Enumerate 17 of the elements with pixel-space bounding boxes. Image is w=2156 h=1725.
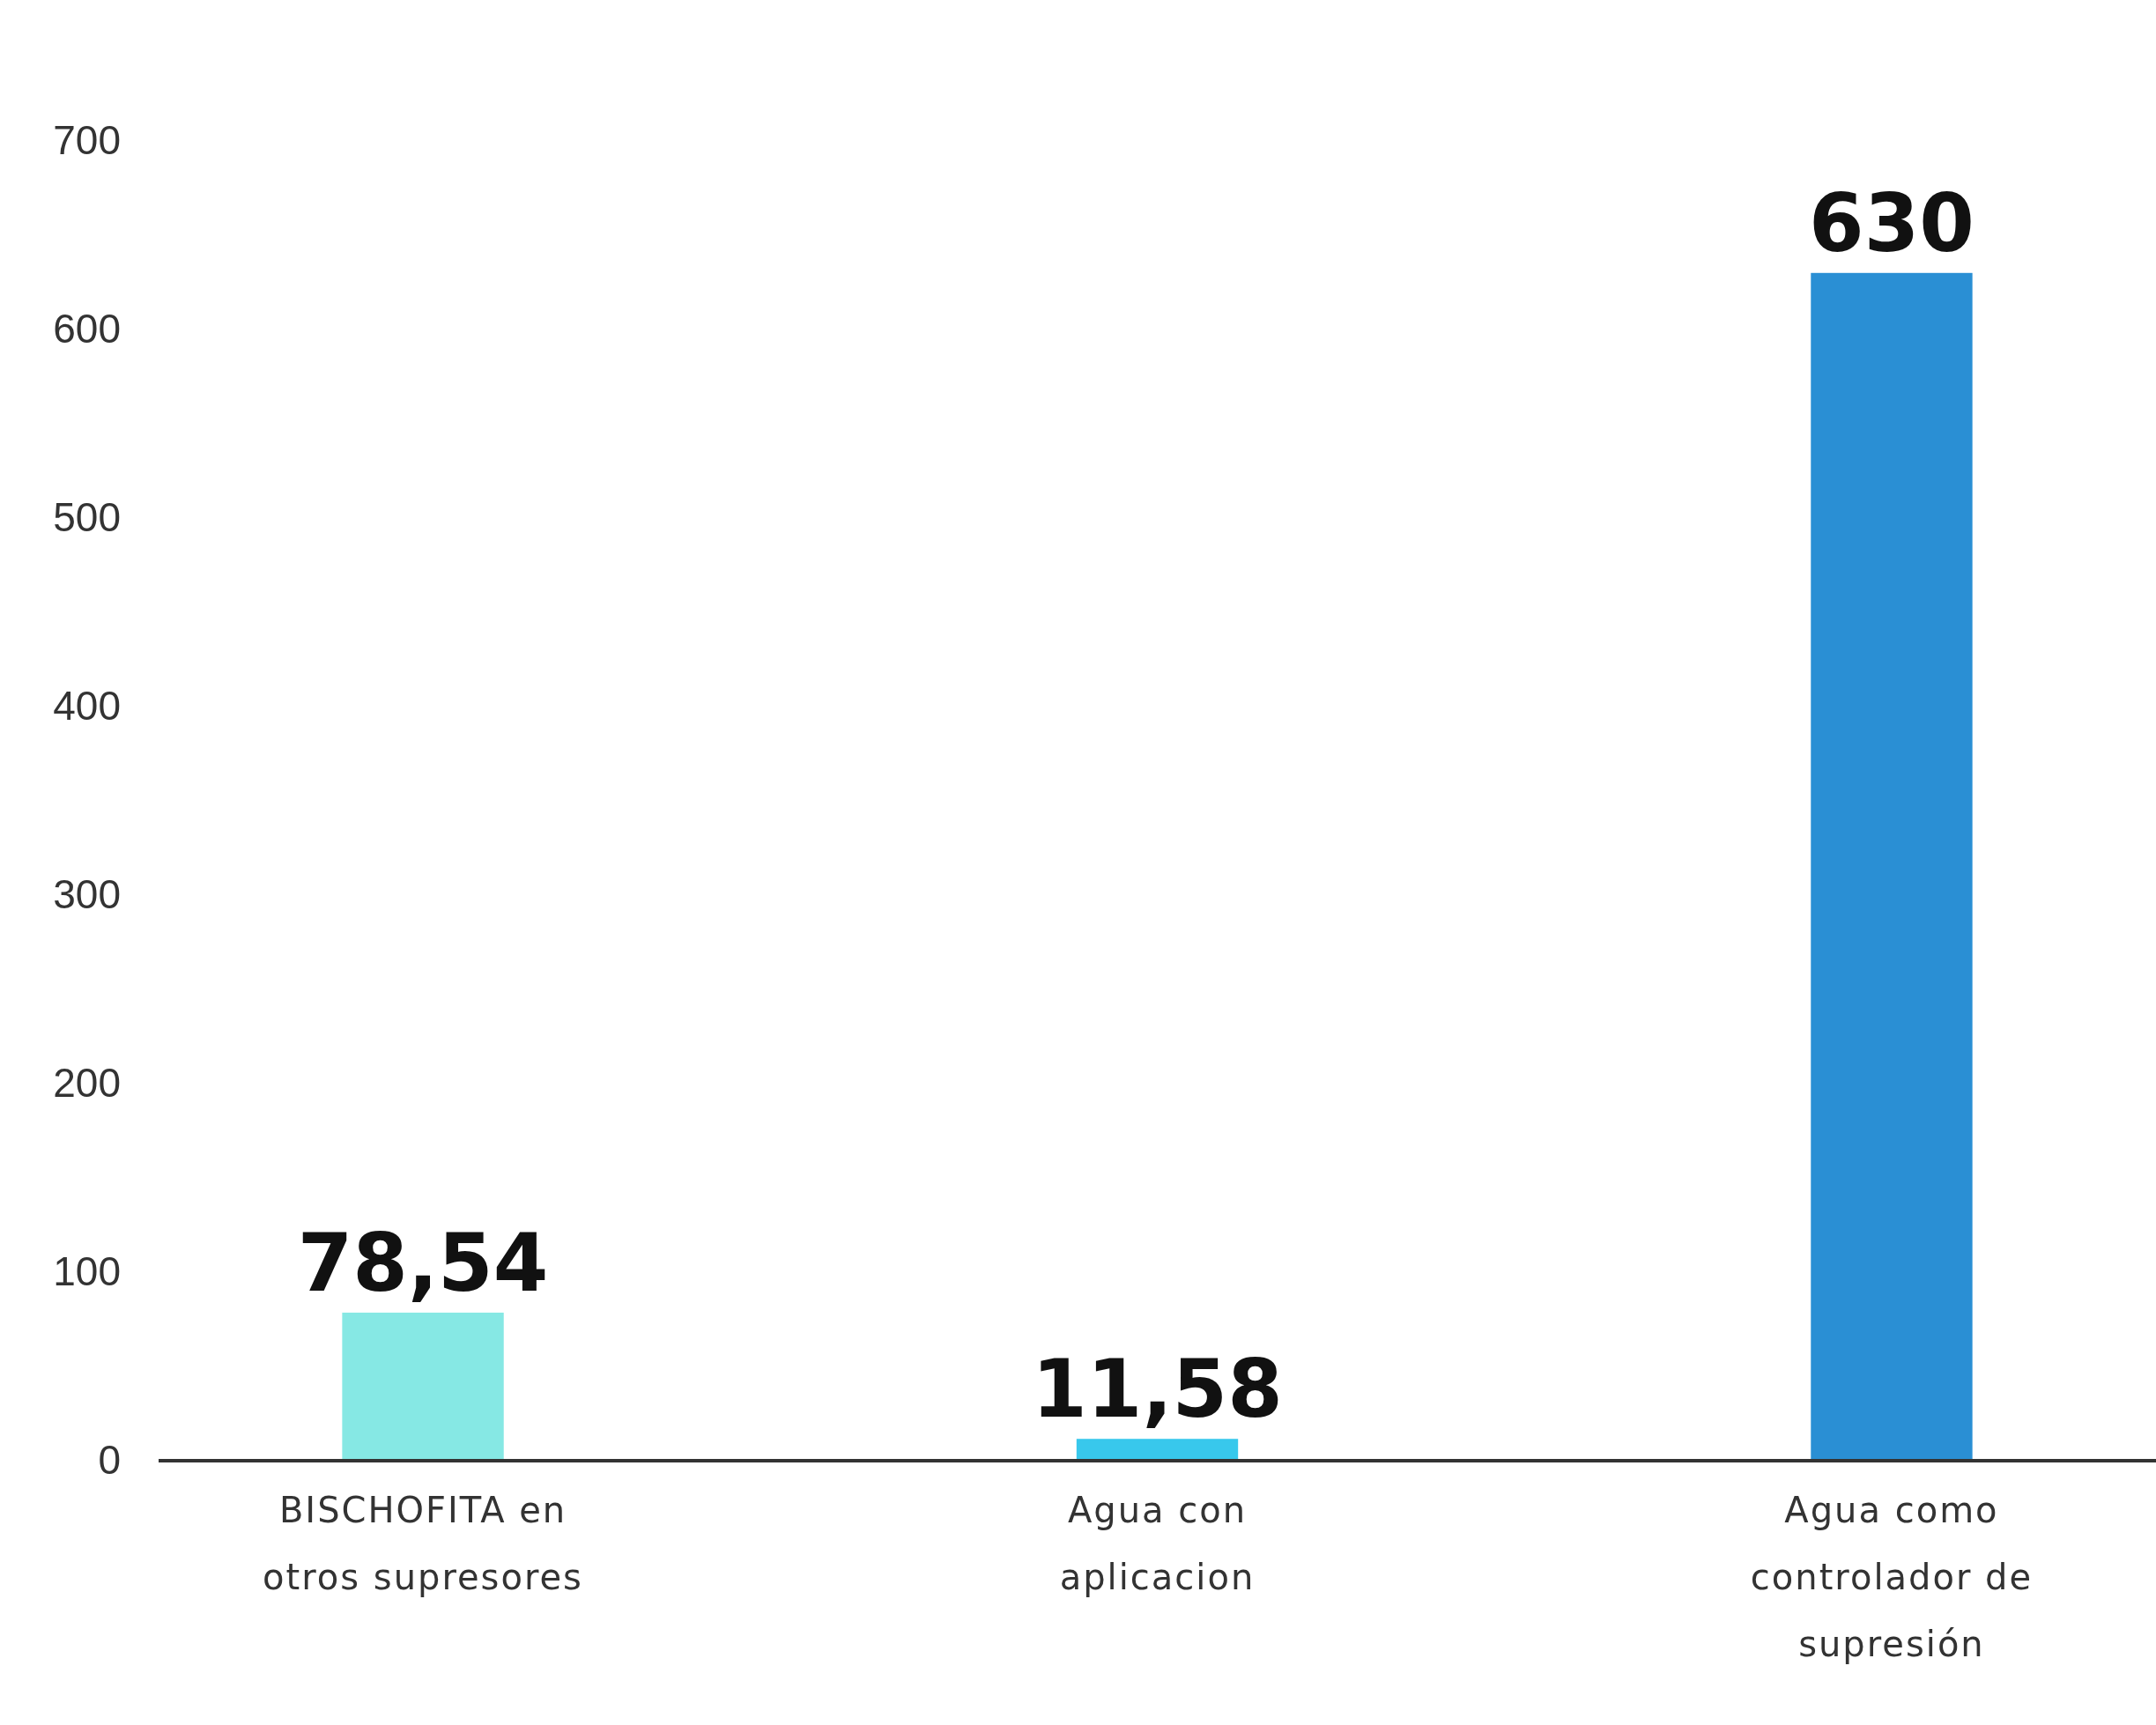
x-tick-label: Agua con aplicacion [1059,1490,1256,1597]
bar [1811,272,1973,1461]
y-tick-label: 600 [53,306,121,352]
y-tick-label: 100 [53,1248,121,1295]
x-tick-label: BISCHOFITA en otros supresores [263,1490,583,1597]
bar [342,1312,504,1461]
bar [1076,1439,1239,1461]
y-tick-label: 0 [98,1437,121,1484]
x-tick-label: Agua como controlador de supresión [1750,1490,2034,1664]
y-tick-label: 200 [53,1060,121,1107]
data-label: 11,58 [1032,1343,1283,1436]
y-tick-label: 400 [53,683,121,729]
data-label: 78,54 [297,1216,549,1309]
y-tick-label: 700 [53,117,121,164]
data-label: 630 [1809,176,1974,270]
y-tick-label: 500 [53,494,121,541]
y-tick-label: 300 [53,871,121,918]
